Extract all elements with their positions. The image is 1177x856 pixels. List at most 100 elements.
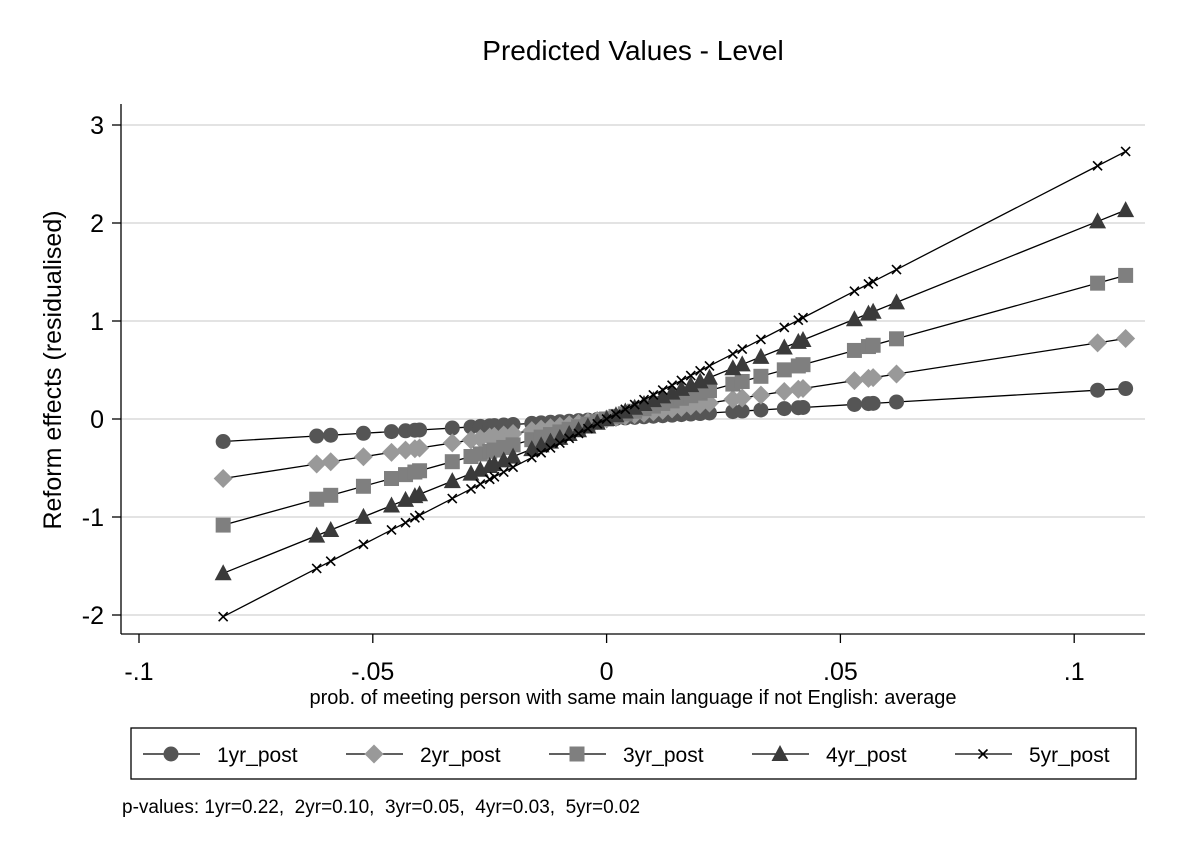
legend-label: 3yr_post (623, 744, 704, 767)
data-point (753, 368, 769, 384)
data-point (751, 385, 771, 405)
series-line (222, 150, 1126, 618)
data-point (844, 371, 864, 391)
legend-marker (364, 744, 384, 764)
data-point (610, 409, 622, 420)
legend-label: 1yr_post (217, 744, 298, 767)
data-point (732, 388, 752, 408)
data-point (358, 539, 369, 550)
data-point (384, 424, 400, 440)
data-point (309, 428, 325, 444)
data-point (215, 434, 231, 450)
data-point (755, 334, 766, 345)
data-point (498, 466, 509, 478)
data-point (494, 425, 514, 445)
data-point (795, 399, 811, 415)
data-point (601, 413, 612, 425)
legend-item-3yr_post: 3yr_post (549, 744, 704, 767)
data-point (218, 611, 229, 622)
legend-item-1yr_post: 1yr_post (143, 744, 298, 767)
data-point (353, 447, 373, 467)
data-point (505, 437, 521, 453)
data-point (887, 364, 907, 384)
legend-label: 2yr_post (420, 744, 501, 767)
data-point (863, 368, 883, 388)
legend-label: 4yr_post (826, 744, 907, 767)
data-point (700, 368, 718, 385)
data-point (889, 331, 905, 347)
x-tick-label: .1 (1064, 658, 1085, 686)
data-point (774, 381, 794, 401)
data-point (752, 347, 770, 364)
y-tick-label: 3 (90, 112, 104, 140)
data-point (592, 418, 603, 429)
data-point (776, 401, 792, 417)
axis-ticks: -2 -1 0 1 2 3 -.1 -.05 0 .05 .1 (82, 112, 1085, 686)
data-point (311, 563, 322, 574)
data-point (443, 472, 461, 489)
data-point (779, 322, 790, 333)
data-point (1088, 333, 1108, 353)
data-point (629, 399, 640, 410)
data-point (508, 462, 519, 473)
data-point (489, 471, 500, 482)
data-point (704, 360, 715, 372)
data-point (308, 526, 326, 543)
data-point (410, 438, 430, 458)
data-point (323, 427, 339, 443)
data-point (775, 338, 793, 355)
data-point (1118, 381, 1134, 397)
data-point (582, 423, 593, 434)
data-point (638, 394, 650, 405)
plot-area (213, 146, 1136, 622)
data-point (444, 454, 460, 470)
data-point (1118, 267, 1134, 283)
data-point (215, 517, 231, 533)
data-point (845, 310, 863, 327)
x-axis-label: prob. of meeting person with same main l… (309, 687, 956, 709)
legend: 1yr_post 2yr_post 3yr_post 4yr_post 5yr_post (143, 744, 1110, 767)
legend-marker (569, 746, 585, 762)
y-tick-label: -2 (82, 602, 104, 630)
data-point (573, 428, 584, 439)
legend-item-2yr_post: 2yr_post (346, 744, 501, 767)
data-point (727, 348, 738, 359)
data-point (1090, 275, 1106, 291)
data-point (442, 433, 462, 453)
data-point (868, 276, 879, 287)
data-point (1120, 146, 1131, 157)
legend-item-4yr_post: 4yr_post (752, 744, 907, 767)
data-point (564, 433, 575, 444)
data-point (794, 330, 812, 347)
data-point (734, 403, 750, 419)
x-tick-label: -.05 (351, 658, 394, 686)
data-point (322, 521, 340, 538)
data-point (475, 479, 486, 490)
x-tick-label: 0 (600, 658, 614, 686)
data-point (695, 365, 706, 376)
data-point (384, 471, 400, 487)
data-point (309, 491, 325, 507)
legend-marker (977, 748, 989, 760)
data-point (676, 375, 687, 386)
legend-label: 5yr_post (1029, 744, 1110, 767)
data-point (849, 286, 860, 297)
data-point (214, 564, 232, 581)
data-point (889, 394, 905, 410)
data-point (888, 293, 906, 310)
data-point (648, 389, 659, 400)
data-point (382, 442, 402, 462)
data-point (657, 385, 668, 396)
data-point (444, 420, 460, 436)
data-point (554, 438, 565, 449)
y-tick-label: -1 (82, 504, 104, 532)
data-point (685, 370, 696, 381)
data-point (321, 452, 341, 472)
x-tick-label: .05 (823, 658, 858, 686)
data-point (355, 478, 371, 494)
data-point (737, 344, 748, 355)
data-point (864, 302, 882, 319)
legend-marker (771, 745, 789, 761)
data-point (666, 380, 678, 391)
